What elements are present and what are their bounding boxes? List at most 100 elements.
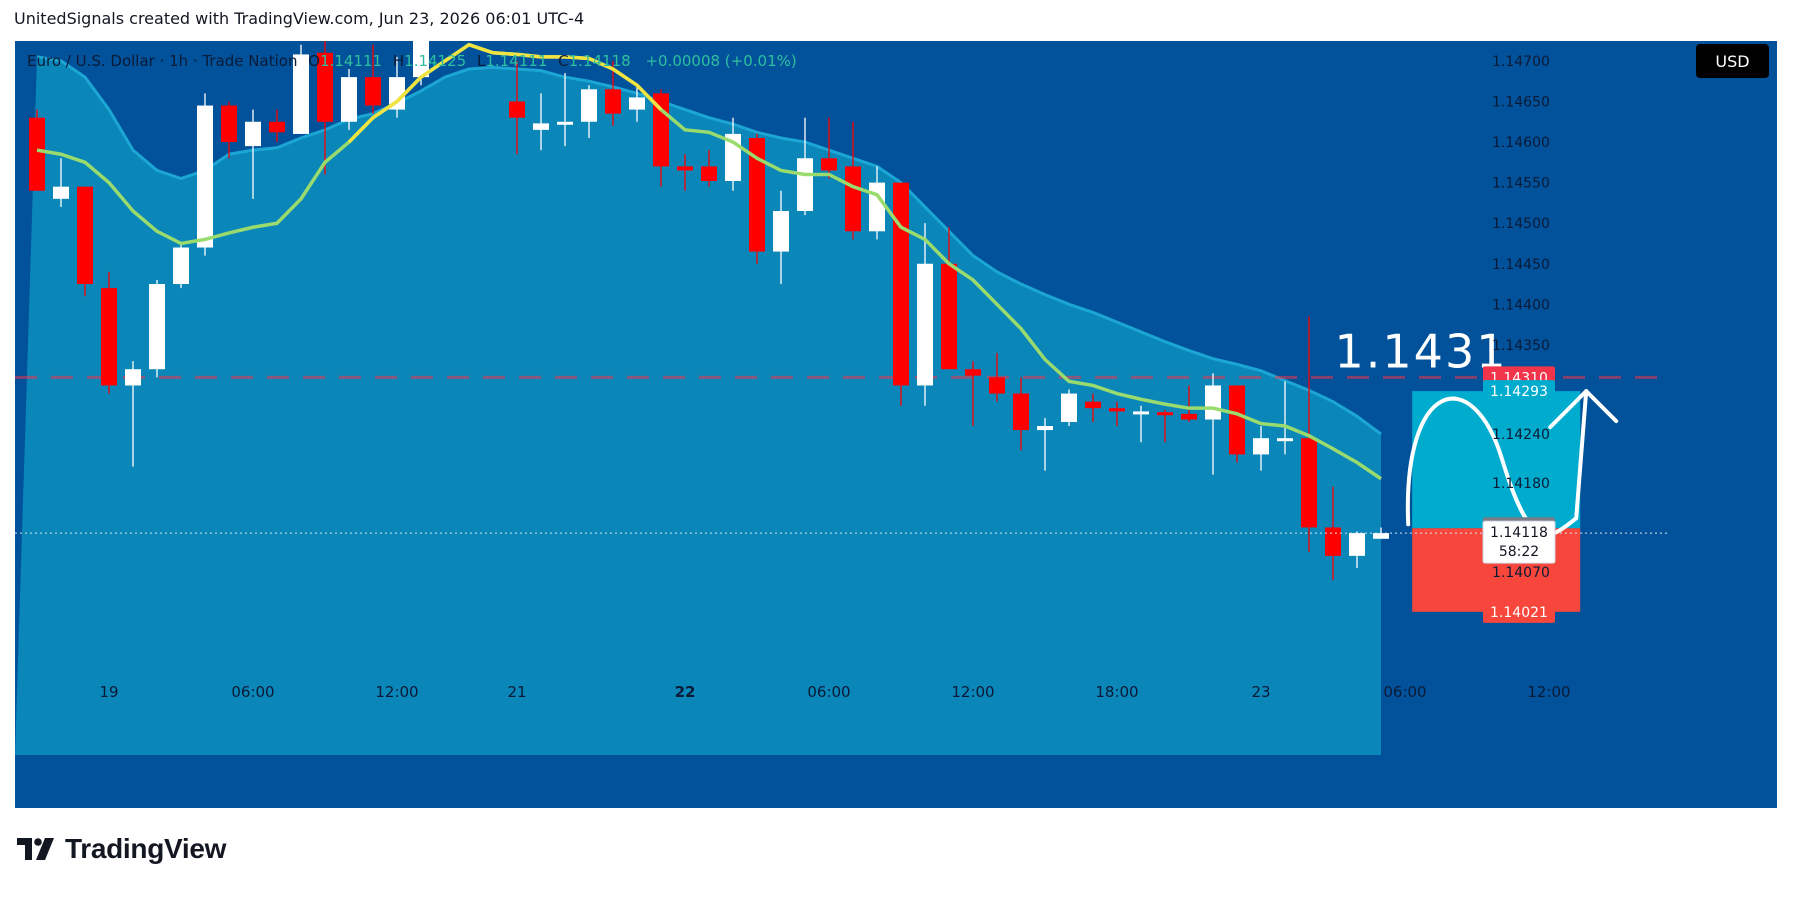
candle-body [797, 158, 813, 212]
symbol-legend: Euro / U.S. Dollar · 1h · Trade Nation O… [27, 52, 797, 70]
low-label: L [476, 52, 486, 70]
change-value: +0.00008 (+0.01%) [645, 52, 797, 70]
last-price-label: 1.14118 58:22 [1482, 520, 1556, 564]
tradingview-wordmark: TradingView [65, 833, 227, 864]
ma-band-fill [15, 56, 1381, 755]
candle-body [773, 211, 789, 252]
candle [917, 223, 933, 406]
candle-body [749, 137, 765, 252]
candlestick-chart[interactable]: 1.1431 19 06:00 12:00 21 22 06:00 12:00 18:00 23 0… [15, 41, 1777, 808]
candle-body [269, 121, 285, 133]
candle [605, 60, 621, 126]
y-axis-tick-label: 1.14350 [1492, 338, 1550, 354]
candle [821, 117, 837, 179]
tradingview-logo[interactable]: TradingView [17, 833, 226, 865]
candle [1181, 385, 1197, 422]
candle-body [101, 288, 117, 386]
candle-body [221, 105, 237, 143]
bar-countdown: 58:22 [1499, 544, 1539, 560]
y-axis-tick-label: 1.14550 [1492, 176, 1550, 192]
candle [893, 182, 909, 406]
candle [269, 109, 285, 143]
x-axis-tick-label: 12:00 [375, 683, 418, 701]
candle [581, 85, 597, 138]
candle [173, 243, 189, 289]
candle-body [53, 186, 69, 199]
ma-band-upper-line [36, 55, 1382, 436]
candle [941, 227, 957, 370]
price-axis-label-text: 1.14293 [1490, 384, 1548, 400]
candle-body [509, 101, 525, 118]
symbol-title[interactable]: Euro / U.S. Dollar · 1h · Trade Nation [27, 52, 298, 70]
y-axis-tick-label: 1.14500 [1492, 216, 1550, 232]
price-axis-label-text: 1.14021 [1490, 605, 1548, 621]
candle-body [413, 41, 429, 78]
candle [965, 361, 981, 427]
candle-body [581, 89, 597, 122]
candle-body [869, 182, 885, 232]
candle [1037, 417, 1053, 471]
candle-body [1205, 385, 1221, 420]
candle-body [1013, 393, 1029, 431]
candle [245, 109, 261, 199]
y-axis-tick-label: 1.14650 [1492, 94, 1550, 110]
candle [1157, 409, 1173, 443]
y-axis-tick-label: 1.14400 [1492, 297, 1550, 313]
candle [77, 186, 93, 297]
chart-area[interactable]: 1.1431 19 06:00 12:00 21 22 06:00 12:00 18:00 23 0… [15, 41, 1777, 808]
candle-body [1229, 385, 1245, 455]
candle-body [557, 121, 573, 125]
candle-body [1325, 527, 1341, 556]
candle [773, 190, 789, 285]
candle [701, 150, 717, 187]
candle [197, 93, 213, 256]
x-axis-tick-label: 12:00 [951, 683, 994, 701]
candle [293, 44, 309, 134]
price-axis-label-bg [1483, 600, 1555, 623]
target-annotation: 1.1431 [1335, 324, 1508, 378]
candle-body [1085, 401, 1101, 409]
x-axis-tick-label: 22 [675, 683, 696, 701]
candle-body [845, 166, 861, 232]
candle-body [1373, 533, 1389, 539]
candle [149, 279, 165, 378]
open-label: O [308, 52, 321, 70]
y-axis-tick-label: 1.14700 [1492, 54, 1550, 70]
x-axis-tick-label: 06:00 [1383, 683, 1426, 701]
candle-body [341, 77, 357, 122]
low-value: 1.14111 [485, 52, 548, 70]
candle [797, 117, 813, 216]
candle [509, 60, 525, 155]
ema-line-highlight [347, 42, 663, 144]
candle-body [389, 77, 405, 110]
y-axis-tick-label: 1.14240 [1492, 427, 1550, 443]
y-axis-tick-label: 1.14600 [1492, 135, 1550, 151]
price-axis-label: 1.14021 [1483, 600, 1555, 623]
candle-body [1109, 408, 1125, 412]
x-axis-tick-label: 12:00 [1527, 683, 1570, 701]
candle-body [1061, 393, 1077, 422]
ema-line [36, 42, 1382, 481]
candle-body [317, 52, 333, 122]
candle [101, 271, 117, 394]
candle-body [821, 158, 837, 171]
chart-header: UnitedSignals created with TradingView.c… [14, 9, 585, 28]
candle [533, 93, 549, 151]
candle-body [1301, 438, 1317, 528]
close-label: C [558, 52, 569, 70]
target-zone [1412, 391, 1581, 529]
currency-button[interactable]: USD [1696, 44, 1769, 78]
candle [125, 361, 141, 467]
candle-body [965, 369, 981, 376]
candle-body [1277, 438, 1293, 442]
candle [365, 44, 381, 114]
candle [1253, 426, 1269, 471]
y-axis-tick-label: 1.14450 [1492, 257, 1550, 273]
candle-body [989, 377, 1005, 394]
candle [1205, 373, 1221, 475]
candle [317, 41, 333, 175]
candle-body [629, 97, 645, 110]
candle [1013, 377, 1029, 451]
candle-body [245, 121, 261, 147]
candle [677, 154, 693, 191]
